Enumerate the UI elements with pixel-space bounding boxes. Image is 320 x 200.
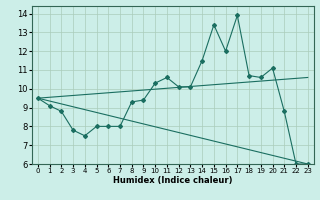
X-axis label: Humidex (Indice chaleur): Humidex (Indice chaleur) xyxy=(113,176,233,185)
